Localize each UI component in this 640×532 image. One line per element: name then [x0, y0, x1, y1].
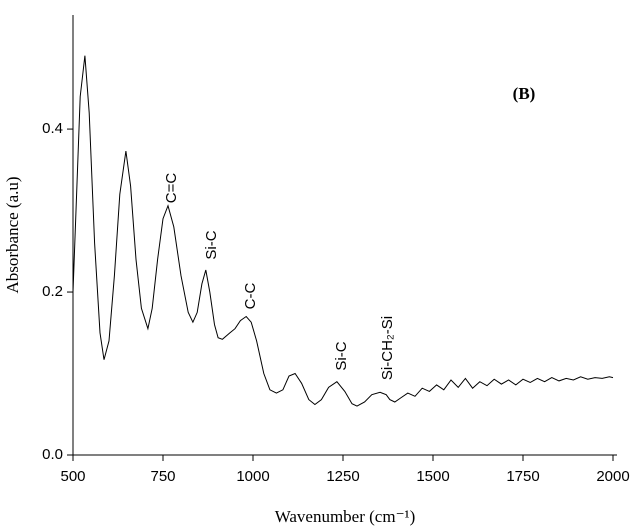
x-tick-label: 1000: [236, 468, 269, 485]
annotation: C-C: [242, 283, 259, 310]
x-tick-label: 1750: [506, 468, 539, 485]
x-tick-label: 1250: [326, 468, 359, 485]
annotation: C=C: [163, 173, 180, 204]
annotation: Si-C: [333, 341, 350, 370]
annotation: (B): [513, 84, 536, 103]
y-tick-label: 0.2: [42, 283, 63, 300]
x-tick-label: 750: [150, 468, 175, 485]
annotation: Si-CH₂-Si: [379, 316, 396, 380]
x-tick-label: 500: [60, 468, 85, 485]
x-tick-label: 2000: [596, 468, 629, 485]
annotation: Si-C: [203, 230, 220, 259]
y-axis-title: Absorbance (a.u): [3, 176, 22, 293]
y-tick-label: 0.0: [42, 446, 63, 463]
x-tick-label: 1500: [416, 468, 449, 485]
y-tick-label: 0.4: [42, 120, 63, 137]
spectrum-line: [72, 55, 614, 407]
x-axis-title: Wavenumber (cm⁻¹): [275, 507, 416, 526]
